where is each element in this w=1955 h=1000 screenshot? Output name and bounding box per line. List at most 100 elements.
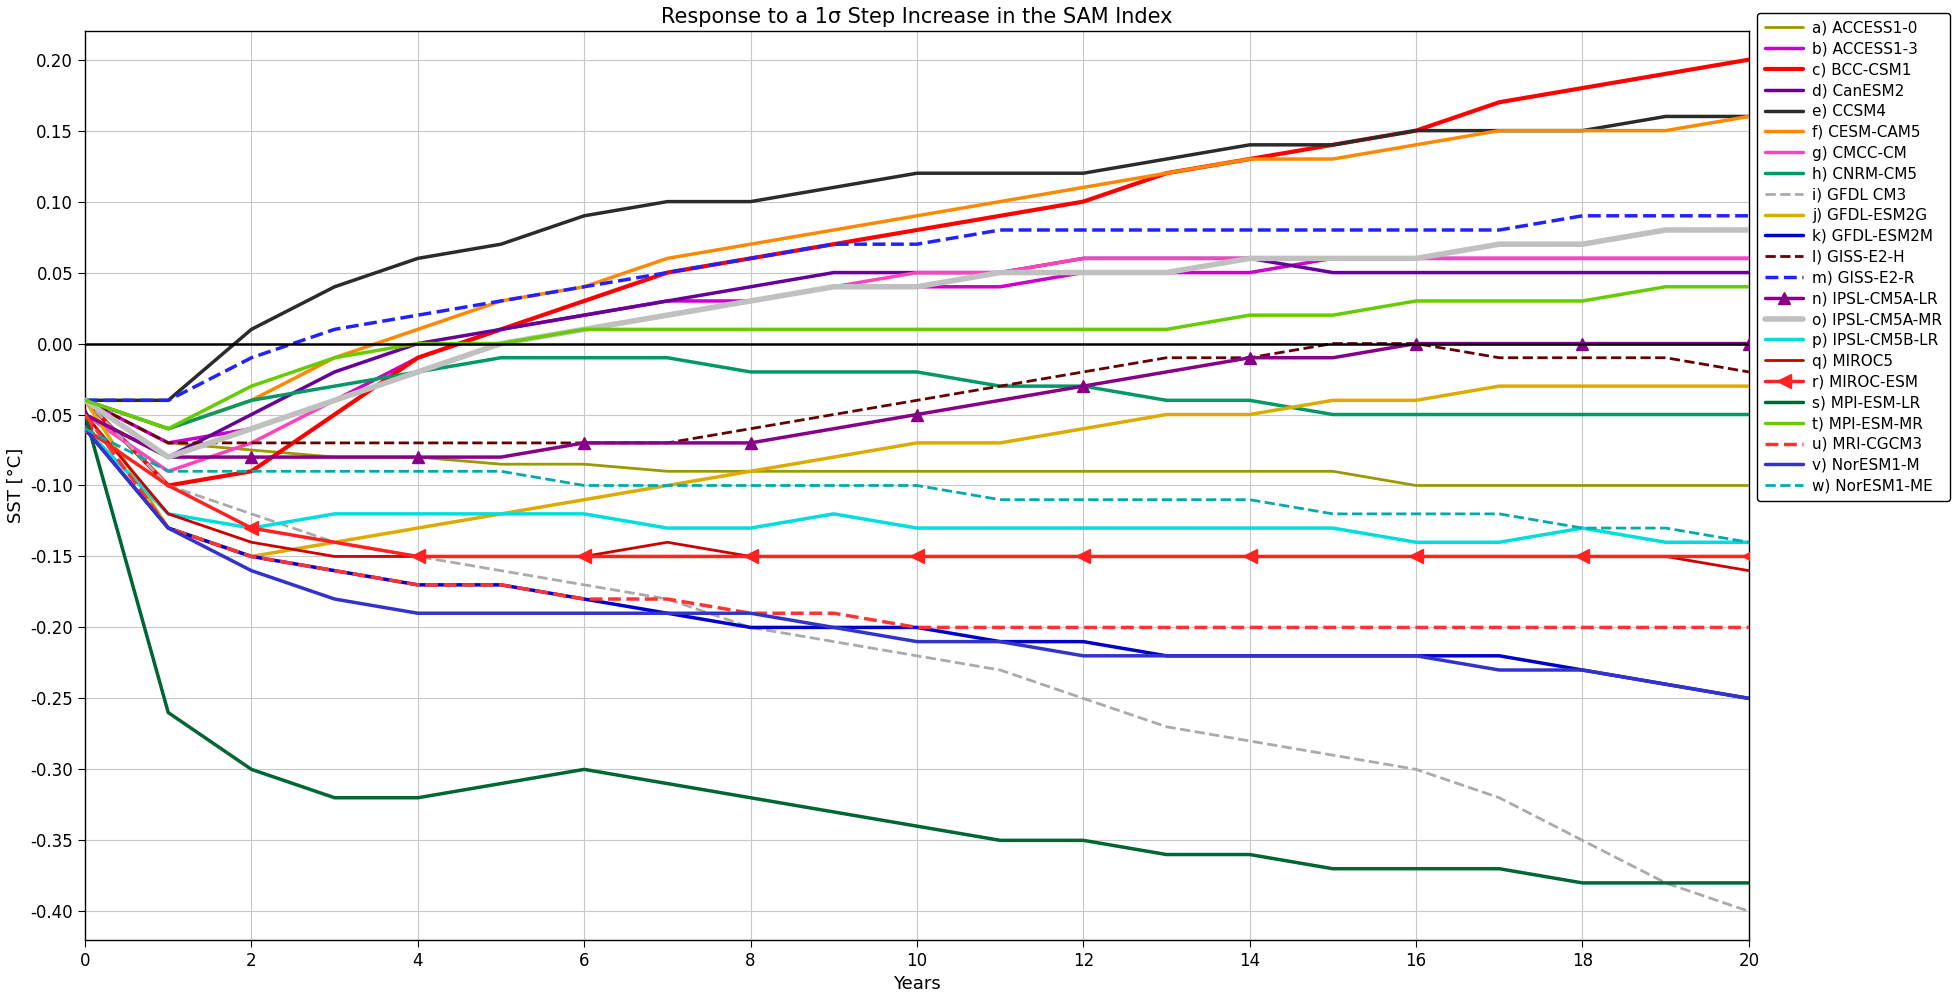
g) CMCC-CM	[1736, 252, 1760, 264]
g) CMCC-CM	[739, 295, 762, 307]
a) ACCESS1-0	[573, 458, 596, 470]
f) CESM-CAM5	[1654, 125, 1677, 137]
k) GFDL-ESM2M	[1654, 678, 1677, 690]
p) IPSL-CM5B-LR	[1404, 536, 1427, 548]
r) MIROC-ESM	[72, 423, 96, 435]
Line: j) GFDL-ESM2G: j) GFDL-ESM2G	[84, 386, 1748, 556]
i) GFDL CM3	[156, 479, 180, 491]
a) ACCESS1-0	[489, 458, 512, 470]
h) CNRM-CM5	[156, 423, 180, 435]
a) ACCESS1-0	[1654, 479, 1677, 491]
g) CMCC-CM	[905, 267, 929, 279]
w) NorESM1-ME	[655, 479, 678, 491]
j) GFDL-ESM2G	[489, 508, 512, 520]
o) IPSL-CM5A-MR	[1071, 267, 1095, 279]
p) IPSL-CM5B-LR	[821, 508, 845, 520]
i) GFDL CM3	[489, 565, 512, 577]
l) GISS-E2-H	[1071, 366, 1095, 378]
t) MPI-ESM-MR	[1071, 323, 1095, 335]
e) CCSM4	[156, 394, 180, 406]
a) ACCESS1-0	[1238, 465, 1261, 477]
r) MIROC-ESM	[489, 550, 512, 562]
f) CESM-CAM5	[987, 196, 1011, 208]
u) MRI-CGCM3	[1153, 621, 1177, 633]
e) CCSM4	[1238, 139, 1261, 151]
v) NorESM1-M	[1736, 692, 1760, 704]
q) MIROC5	[240, 536, 264, 548]
f) CESM-CAM5	[655, 252, 678, 264]
j) GFDL-ESM2G	[655, 479, 678, 491]
j) GFDL-ESM2G	[240, 550, 264, 562]
Title: Response to a 1σ Step Increase in the SAM Index: Response to a 1σ Step Increase in the SA…	[661, 7, 1173, 27]
s) MPI-ESM-LR	[821, 806, 845, 818]
v) NorESM1-M	[72, 423, 96, 435]
j) GFDL-ESM2G	[1320, 394, 1343, 406]
h) CNRM-CM5	[1654, 409, 1677, 421]
a) ACCESS1-0	[72, 394, 96, 406]
h) CNRM-CM5	[72, 394, 96, 406]
a) ACCESS1-0	[1071, 465, 1095, 477]
h) CNRM-CM5	[1153, 394, 1177, 406]
i) GFDL CM3	[1404, 763, 1427, 775]
p) IPSL-CM5B-LR	[407, 508, 430, 520]
h) CNRM-CM5	[1736, 409, 1760, 421]
p) IPSL-CM5B-LR	[1736, 536, 1760, 548]
c) BCC-CSM1	[1404, 125, 1427, 137]
b) ACCESS1-3	[573, 309, 596, 321]
p) IPSL-CM5B-LR	[987, 522, 1011, 534]
m) GISS-E2-R	[821, 238, 845, 250]
t) MPI-ESM-MR	[573, 323, 596, 335]
c) BCC-CSM1	[1153, 167, 1177, 179]
e) CCSM4	[1071, 167, 1095, 179]
s) MPI-ESM-LR	[1404, 863, 1427, 875]
d) CanESM2	[821, 267, 845, 279]
Line: b) ACCESS1-3: b) ACCESS1-3	[84, 258, 1748, 443]
q) MIROC5	[323, 550, 346, 562]
j) GFDL-ESM2G	[1736, 380, 1760, 392]
m) GISS-E2-R	[156, 394, 180, 406]
c) BCC-CSM1	[1570, 82, 1593, 94]
j) GFDL-ESM2G	[156, 522, 180, 534]
f) CESM-CAM5	[1238, 153, 1261, 165]
g) CMCC-CM	[407, 366, 430, 378]
l) GISS-E2-H	[739, 423, 762, 435]
p) IPSL-CM5B-LR	[1570, 522, 1593, 534]
t) MPI-ESM-MR	[905, 323, 929, 335]
a) ACCESS1-0	[739, 465, 762, 477]
j) GFDL-ESM2G	[1486, 380, 1509, 392]
g) CMCC-CM	[655, 309, 678, 321]
f) CESM-CAM5	[1736, 110, 1760, 122]
h) CNRM-CM5	[905, 366, 929, 378]
k) GFDL-ESM2M	[739, 621, 762, 633]
t) MPI-ESM-MR	[72, 394, 96, 406]
l) GISS-E2-H	[1736, 366, 1760, 378]
j) GFDL-ESM2G	[1153, 409, 1177, 421]
u) MRI-CGCM3	[489, 579, 512, 591]
s) MPI-ESM-LR	[573, 763, 596, 775]
d) CanESM2	[1404, 267, 1427, 279]
k) GFDL-ESM2M	[407, 579, 430, 591]
o) IPSL-CM5A-MR	[739, 295, 762, 307]
c) BCC-CSM1	[821, 238, 845, 250]
w) NorESM1-ME	[489, 465, 512, 477]
n) IPSL-CM5A-LR	[323, 451, 346, 463]
l) GISS-E2-H	[1320, 338, 1343, 350]
w) NorESM1-ME	[156, 465, 180, 477]
t) MPI-ESM-MR	[1320, 309, 1343, 321]
o) IPSL-CM5A-MR	[1570, 238, 1593, 250]
k) GFDL-ESM2M	[323, 565, 346, 577]
e) CCSM4	[987, 167, 1011, 179]
b) ACCESS1-3	[739, 295, 762, 307]
o) IPSL-CM5A-MR	[1654, 224, 1677, 236]
v) NorESM1-M	[240, 565, 264, 577]
b) ACCESS1-3	[1486, 252, 1509, 264]
o) IPSL-CM5A-MR	[987, 267, 1011, 279]
v) NorESM1-M	[1238, 650, 1261, 662]
o) IPSL-CM5A-MR	[573, 323, 596, 335]
e) CCSM4	[1320, 139, 1343, 151]
f) CESM-CAM5	[72, 394, 96, 406]
f) CESM-CAM5	[1486, 125, 1509, 137]
g) CMCC-CM	[1486, 252, 1509, 264]
n) IPSL-CM5A-LR	[1153, 366, 1177, 378]
e) CCSM4	[1654, 110, 1677, 122]
